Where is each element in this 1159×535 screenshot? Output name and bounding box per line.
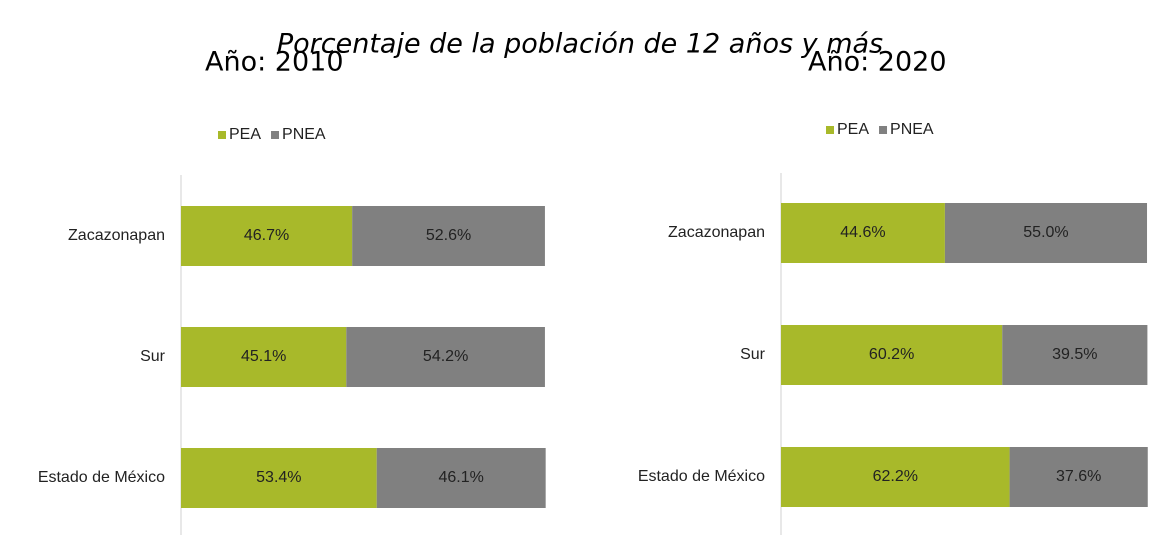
bar-segment	[1002, 325, 1148, 385]
category-label: Sur	[140, 348, 166, 365]
bar-segment	[1009, 447, 1148, 507]
bar-segment	[181, 448, 377, 508]
bar-segment	[781, 325, 1003, 385]
bar-segment	[944, 203, 1148, 263]
legend-swatch	[218, 131, 226, 139]
value-label: 37.6%	[1056, 468, 1101, 485]
value-label: 39.5%	[1052, 346, 1097, 363]
value-label: 60.2%	[869, 346, 914, 363]
bar-segment	[346, 327, 545, 387]
category-label: Sur	[740, 346, 766, 363]
value-label: 53.4%	[256, 469, 301, 486]
category-label: Estado de México	[38, 469, 165, 486]
bar-segment	[376, 448, 546, 508]
bar-segment	[181, 327, 347, 387]
bar-segment	[181, 206, 353, 266]
category-label: Zacazonapan	[668, 224, 765, 241]
bar-segment	[352, 206, 545, 266]
legend-swatch	[271, 131, 280, 139]
legend-label: PEA	[837, 121, 869, 138]
category-label: Estado de México	[638, 468, 765, 485]
legend-swatch	[879, 126, 888, 134]
value-label: 44.6%	[840, 224, 885, 241]
chart-title: Año: 2020	[808, 47, 947, 78]
value-label: 52.6%	[426, 227, 471, 244]
legend-label: PNEA	[282, 126, 326, 143]
legend-swatch	[826, 126, 834, 134]
bar-segment	[781, 447, 1010, 507]
main-title: Porcentaje de la población de 12 años y …	[277, 29, 883, 60]
legend-label: PNEA	[890, 121, 934, 138]
value-label: 55.0%	[1023, 224, 1068, 241]
value-label: 54.2%	[423, 348, 468, 365]
value-label: 45.1%	[241, 348, 286, 365]
legend-label: PEA	[229, 126, 261, 143]
value-label: 46.7%	[244, 227, 289, 244]
value-label: 62.2%	[873, 468, 918, 485]
category-label: Zacazonapan	[68, 227, 165, 244]
chart-title: Año: 2010	[205, 47, 344, 78]
bar-segment	[781, 203, 945, 263]
value-label: 46.1%	[439, 469, 484, 486]
